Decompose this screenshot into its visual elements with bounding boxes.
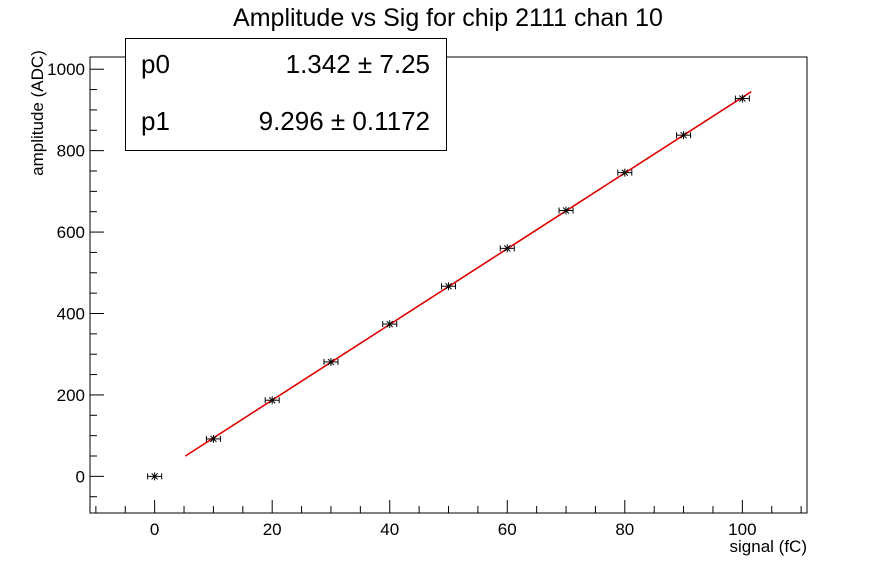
y-tick-label: 1000 <box>47 60 85 79</box>
chart-title: Amplitude vs Sig for chip 2111 chan 10 <box>233 4 663 32</box>
p1-label: p1 <box>141 106 170 136</box>
y-tick-label: 600 <box>57 223 85 242</box>
data-point <box>147 472 163 481</box>
x-tick-label: 40 <box>380 520 399 539</box>
marker-stroke <box>738 95 746 102</box>
y-tick-label: 0 <box>76 467 85 486</box>
p0-value: 1.342 ± 7.25 <box>285 49 430 79</box>
data-point <box>676 131 692 140</box>
p1-value: 9.296 ± 0.1172 <box>258 106 430 136</box>
marker-stroke <box>327 358 335 366</box>
data-point <box>323 357 339 366</box>
y-tick-label: 200 <box>57 386 85 405</box>
y-tick-label: 400 <box>57 305 85 324</box>
data-points <box>147 94 750 481</box>
data-point <box>617 168 633 177</box>
x-tick-label: 60 <box>498 520 517 539</box>
data-point <box>441 282 456 291</box>
fit-line-segment <box>184 90 752 457</box>
x-axis-label: signal (fC) <box>729 537 807 556</box>
marker-stroke <box>386 320 394 328</box>
y-axis-label: amplitude (ADC) <box>28 50 47 176</box>
marker-stroke <box>445 282 452 290</box>
fit-line <box>184 90 752 457</box>
marker-stroke <box>210 435 217 443</box>
data-point <box>264 396 280 405</box>
x-axis: 0 20 40 60 80 100 <box>95 500 802 539</box>
x-tick-label: 100 <box>728 520 756 539</box>
y-axis: 0 200 400 600 800 1000 <box>47 60 104 498</box>
p0-label: p0 <box>141 49 170 79</box>
data-point <box>558 206 574 215</box>
fit-stats-box: p0 1.342 ± 7.25 p1 9.296 ± 0.1172 <box>125 38 447 151</box>
x-tick-label: 80 <box>615 520 634 539</box>
marker-stroke <box>621 169 629 176</box>
data-point <box>499 244 515 253</box>
marker-stroke <box>562 207 570 214</box>
data-point <box>734 94 750 103</box>
marker-stroke <box>151 473 159 480</box>
marker-stroke <box>503 245 511 252</box>
x-tick-label: 20 <box>263 520 282 539</box>
y-tick-label: 800 <box>57 142 85 161</box>
marker-stroke <box>268 396 276 404</box>
x-tick-label: 0 <box>150 520 159 539</box>
data-point <box>205 434 221 443</box>
marker-stroke <box>680 131 687 139</box>
data-point <box>382 320 398 329</box>
